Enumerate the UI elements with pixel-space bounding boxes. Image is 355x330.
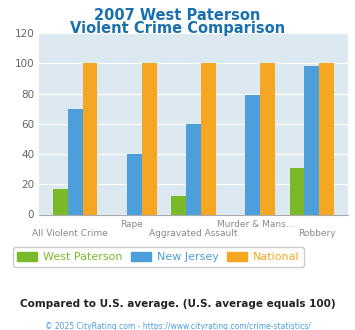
Bar bbox=[319, 63, 334, 214]
Legend: West Paterson, New Jersey, National: West Paterson, New Jersey, National bbox=[13, 248, 304, 267]
Bar bbox=[127, 154, 142, 214]
Bar bbox=[245, 95, 260, 214]
Bar bbox=[201, 63, 215, 214]
Bar bbox=[53, 189, 68, 214]
Text: Robbery: Robbery bbox=[298, 229, 336, 238]
Text: Rape: Rape bbox=[120, 220, 143, 229]
Text: Violent Crime Comparison: Violent Crime Comparison bbox=[70, 21, 285, 36]
Bar bbox=[142, 63, 157, 214]
Text: © 2025 CityRating.com - https://www.cityrating.com/crime-statistics/: © 2025 CityRating.com - https://www.city… bbox=[45, 322, 310, 330]
Bar bbox=[290, 168, 304, 215]
Bar bbox=[83, 63, 97, 214]
Text: Murder & Mans...: Murder & Mans... bbox=[217, 220, 294, 229]
Bar bbox=[68, 109, 83, 214]
Bar bbox=[171, 196, 186, 214]
Text: Aggravated Assault: Aggravated Assault bbox=[149, 229, 238, 238]
Bar bbox=[304, 66, 319, 214]
Bar bbox=[260, 63, 275, 214]
Text: All Violent Crime: All Violent Crime bbox=[32, 229, 108, 238]
Bar bbox=[186, 124, 201, 214]
Text: 2007 West Paterson: 2007 West Paterson bbox=[94, 8, 261, 23]
Text: Compared to U.S. average. (U.S. average equals 100): Compared to U.S. average. (U.S. average … bbox=[20, 299, 335, 309]
